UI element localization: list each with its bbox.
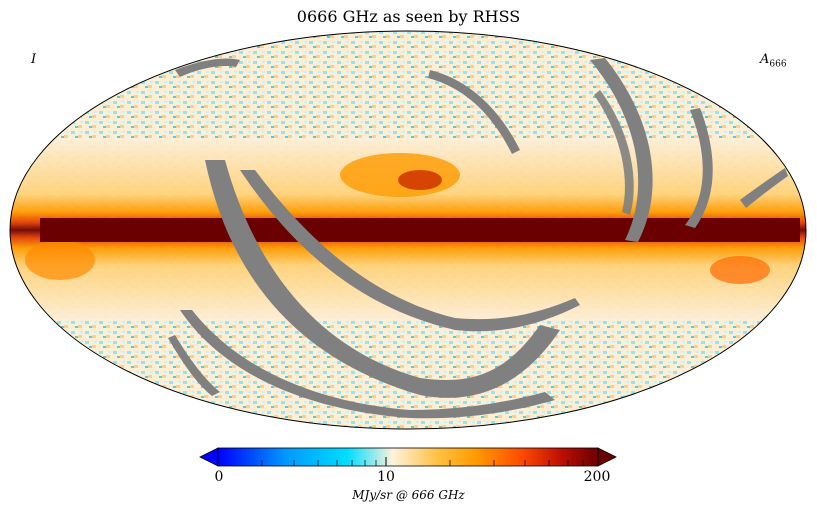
mask-stripe-main	[205, 160, 560, 398]
mask-arc-southwest	[168, 335, 220, 396]
north-spur-core	[398, 170, 442, 190]
component-label: A666	[760, 52, 787, 70]
colorbar-body	[217, 447, 599, 467]
mask-stripe-inner	[240, 170, 580, 332]
mask-arc-east	[740, 168, 788, 208]
component-base: A	[760, 52, 770, 67]
mask-arc-northeast-3	[685, 108, 713, 228]
colorbar-tick-label-10: 10	[377, 469, 395, 485]
mask-stripe-outer	[180, 310, 555, 419]
colorbar-min-extend	[199, 447, 219, 467]
colorbar-tick-label-0: 0	[214, 469, 224, 485]
component-subscript: 666	[769, 59, 787, 70]
mask-arc-northwest	[175, 58, 240, 77]
colorbar-minor-ticks	[261, 460, 584, 466]
galactic-plane-core	[40, 218, 800, 242]
colorbar-unit-label: MJy/sr @ 666 GHz	[352, 488, 465, 502]
stokes-label: I	[31, 52, 37, 67]
west-blob	[25, 240, 95, 280]
map-boundary	[9, 30, 807, 430]
mask-arc-northeast-2	[594, 90, 634, 215]
colorbar-max-extend	[597, 447, 617, 467]
mask-arc-northeast-1	[590, 58, 653, 242]
colorbar-tick-label-200: 200	[583, 469, 611, 485]
south-blob	[710, 256, 770, 284]
map-title: 0666 GHz as seen by RHSS	[296, 7, 521, 26]
mask-arc-north	[428, 70, 520, 154]
